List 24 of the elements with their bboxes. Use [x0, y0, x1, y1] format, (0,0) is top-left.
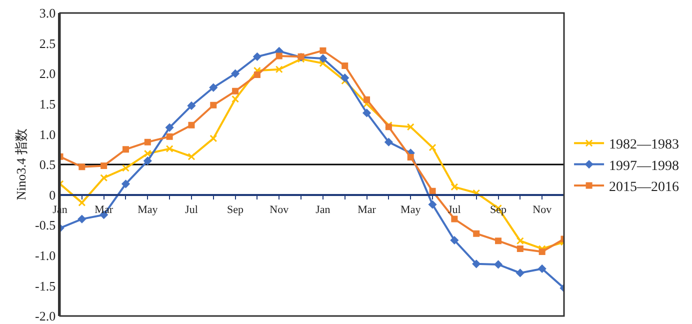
- y-tick-label: 0.5: [39, 157, 56, 172]
- y-tick-label: -1.5: [35, 278, 56, 294]
- y-tick-label: 1.5: [39, 96, 56, 112]
- y-tick-label: 2.0: [39, 66, 56, 82]
- y-tick-label: 2.5: [39, 36, 56, 51]
- y-tick-label: -1.0: [35, 248, 56, 263]
- x-tick-label: Mar: [358, 204, 376, 216]
- x-tick-label: Jan: [316, 204, 331, 216]
- x-tick-label: Jul: [185, 204, 198, 216]
- x-tick-label: Nov: [270, 204, 290, 216]
- legend-label: 1982—1983: [609, 138, 680, 153]
- y-tick-label: 1.0: [39, 126, 56, 142]
- x-tick-label: Nov: [532, 204, 552, 216]
- x-tick-label: Sep: [227, 204, 244, 216]
- x-tick-label: May: [400, 204, 422, 216]
- x-tick-label: Jul: [448, 204, 461, 216]
- y-axis-title: Nino3.4 指数: [14, 128, 29, 200]
- y-tick-label: 0: [49, 187, 56, 202]
- legend-label: 2015—2016: [609, 180, 680, 195]
- x-tick-label: May: [138, 204, 158, 216]
- y-tick-label: -0.5: [35, 218, 56, 233]
- legend-label: 1997—1998: [609, 158, 680, 174]
- y-tick-label: -2.0: [35, 308, 56, 324]
- y-tick-label: 3.0: [39, 6, 56, 21]
